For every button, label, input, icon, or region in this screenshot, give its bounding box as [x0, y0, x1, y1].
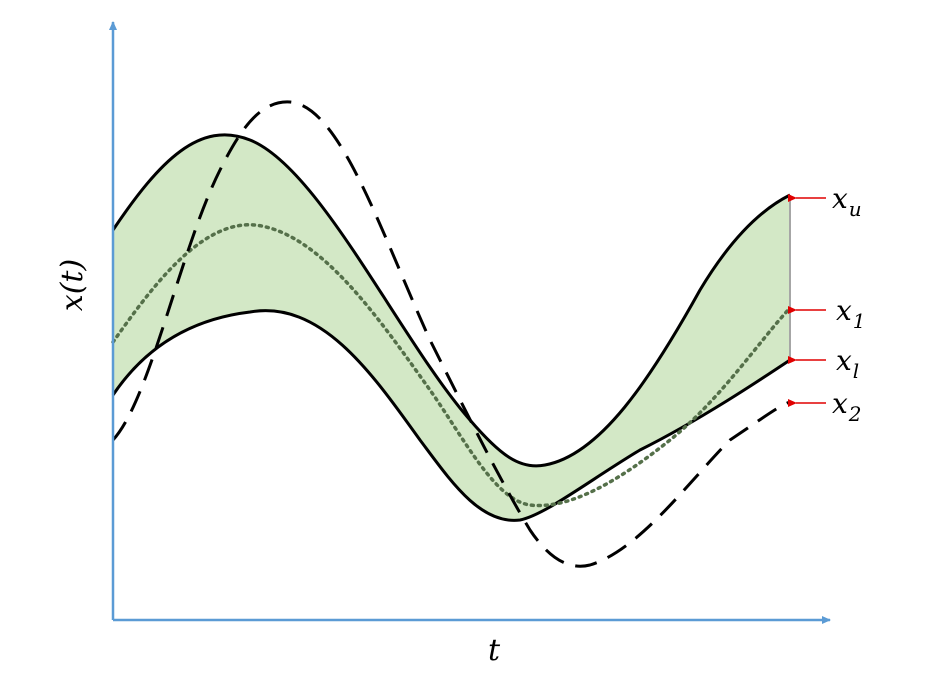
upper-bound-curve	[111, 133, 791, 468]
label-x2: x2	[832, 387, 862, 426]
label-xu: xu	[832, 182, 862, 221]
x1-dotted-curve	[111, 223, 792, 508]
x2-dashed-curve	[111, 100, 791, 568]
label-x1: x1	[836, 294, 866, 333]
x-axis-label: t	[488, 633, 501, 668]
bound-band-area	[113, 134, 790, 521]
label-xl: xl	[836, 344, 859, 383]
y-axis-label: x(t)	[55, 259, 90, 311]
lower-bound-curve	[111, 309, 791, 522]
